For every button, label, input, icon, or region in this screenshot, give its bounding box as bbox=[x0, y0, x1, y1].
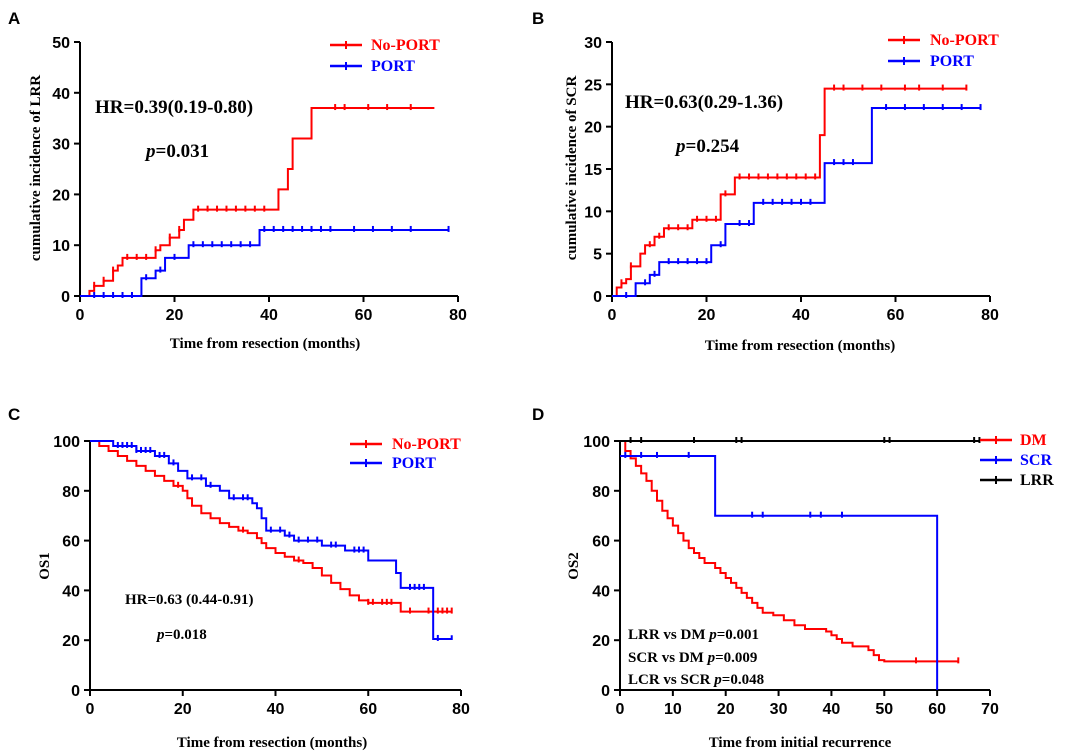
panel-b-pvalue: p=0.254 bbox=[674, 136, 740, 157]
y-tick-label: 60 bbox=[592, 534, 610, 551]
y-tick-label: 50 bbox=[52, 35, 70, 52]
y-tick-label: 80 bbox=[62, 484, 80, 501]
legend-label-port: PORT bbox=[930, 53, 974, 70]
panel-a-xlabel: Time from resection (months) bbox=[170, 336, 360, 352]
y-tick-label: 20 bbox=[592, 633, 610, 650]
panel-d: D 0 20 40 60 80 100 0 10 20 30 40 50 60 70 Time from … bbox=[532, 405, 1054, 751]
y-tick-label: 0 bbox=[71, 683, 80, 700]
series-no-port-curve bbox=[90, 440, 452, 613]
panel-a-hr: HR=0.39(0.19-0.80) bbox=[95, 97, 253, 118]
y-tick-label: 80 bbox=[592, 484, 610, 501]
x-tick-label: 0 bbox=[616, 701, 625, 718]
panel-c-legend: No-PORT PORT bbox=[350, 436, 461, 472]
y-tick-label: 20 bbox=[62, 633, 80, 650]
legend-label-scr: SCR bbox=[1020, 452, 1052, 469]
y-tick-label: 0 bbox=[601, 683, 610, 700]
y-tick-label: 15 bbox=[584, 162, 602, 179]
x-tick-label: 60 bbox=[355, 307, 373, 324]
legend-label-lrr: LRR bbox=[1020, 472, 1054, 489]
panel-a: A 0 10 20 30 40 50 0 20 40 60 80 Time from resecti… bbox=[8, 9, 467, 352]
series-port-curve bbox=[612, 107, 981, 297]
panel-d-pline-3: LCR vs SCR p=0.048 bbox=[628, 672, 764, 688]
panel-b-xlabel: Time from resection (months) bbox=[705, 338, 895, 354]
series-dm-curve bbox=[620, 440, 959, 663]
x-tick-label: 60 bbox=[359, 701, 377, 718]
y-tick-label: 40 bbox=[62, 583, 80, 600]
x-tick-label: 80 bbox=[449, 307, 467, 324]
series-port-curve bbox=[90, 440, 453, 640]
panel-a-ylabel: cumulative incidence of LRR bbox=[28, 75, 44, 261]
x-tick-label: 80 bbox=[452, 701, 470, 718]
x-tick-label: 20 bbox=[166, 307, 184, 324]
series-no-port-curve bbox=[80, 107, 435, 297]
x-tick-label: 20 bbox=[717, 701, 735, 718]
x-tick-label: 30 bbox=[770, 701, 788, 718]
panel-a-pvalue: p=0.031 bbox=[144, 141, 209, 162]
x-tick-label: 40 bbox=[260, 307, 278, 324]
y-tick-label: 10 bbox=[52, 238, 70, 255]
x-tick-label: 70 bbox=[981, 701, 999, 718]
panel-a-legend: No-PORT PORT bbox=[330, 37, 440, 75]
panel-b-legend: No-PORT PORT bbox=[888, 32, 999, 70]
y-tick-label: 25 bbox=[584, 77, 602, 94]
panel-d-ylabel: OS2 bbox=[566, 552, 582, 580]
x-tick-label: 60 bbox=[887, 307, 905, 324]
panel-d-legend: DM SCR LRR bbox=[980, 432, 1054, 489]
panel-b-hr: HR=0.63(0.29-1.36) bbox=[625, 92, 783, 113]
panel-b-letter: B bbox=[532, 9, 544, 28]
y-tick-label: 10 bbox=[584, 204, 602, 221]
series-scr-curve bbox=[620, 454, 939, 690]
panel-c-xlabel: Time from resection (months) bbox=[177, 735, 367, 751]
panel-b-plot: 0 5 10 15 20 25 30 0 20 40 60 80 bbox=[584, 35, 999, 324]
x-tick-label: 40 bbox=[267, 701, 285, 718]
x-tick-label: 80 bbox=[981, 307, 999, 324]
x-tick-label: 10 bbox=[664, 701, 682, 718]
legend-label-port: PORT bbox=[392, 455, 436, 472]
x-tick-label: 0 bbox=[86, 701, 95, 718]
x-tick-label: 0 bbox=[608, 307, 617, 324]
panel-a-letter: A bbox=[8, 9, 20, 28]
panel-a-plot: 0 10 20 30 40 50 0 20 40 60 80 bbox=[52, 35, 467, 324]
y-tick-label: 0 bbox=[593, 289, 602, 306]
panel-c-hr: HR=0.63 (0.44-0.91) bbox=[125, 592, 254, 608]
y-tick-label: 30 bbox=[52, 137, 70, 154]
y-tick-label: 60 bbox=[62, 534, 80, 551]
panel-c: C 0 20 40 60 80 100 0 20 40 60 80 Time from resect… bbox=[8, 405, 470, 751]
y-tick-label: 5 bbox=[593, 247, 602, 264]
y-tick-label: 40 bbox=[52, 86, 70, 103]
x-tick-label: 20 bbox=[174, 701, 192, 718]
legend-label-no-port: No-PORT bbox=[392, 436, 461, 453]
series-no-port-curve bbox=[612, 87, 967, 297]
y-tick-label: 100 bbox=[583, 434, 610, 451]
x-tick-label: 40 bbox=[823, 701, 841, 718]
series-port-curve bbox=[80, 228, 449, 297]
panel-d-plot: 0 20 40 60 80 100 0 10 20 30 40 50 60 70 bbox=[583, 434, 999, 718]
panel-d-xlabel: Time from initial recurrence bbox=[709, 735, 892, 751]
y-tick-label: 0 bbox=[61, 289, 70, 306]
panel-b: B 0 5 10 15 20 25 30 0 20 40 60 80 Time from resect… bbox=[532, 9, 999, 354]
panel-d-pline-1: LRR vs DM p=0.001 bbox=[628, 627, 759, 643]
panel-c-ylabel: OS1 bbox=[37, 552, 53, 580]
x-tick-label: 20 bbox=[698, 307, 716, 324]
x-tick-label: 50 bbox=[875, 701, 893, 718]
x-tick-label: 60 bbox=[928, 701, 946, 718]
y-tick-label: 40 bbox=[592, 583, 610, 600]
panel-b-ylabel: cumulative incidence of SCR bbox=[564, 76, 580, 261]
x-tick-label: 40 bbox=[792, 307, 810, 324]
panel-d-pline-2: SCR vs DM p=0.009 bbox=[628, 650, 757, 666]
legend-label-no-port: No-PORT bbox=[371, 37, 440, 54]
panel-c-pvalue: p=0.018 bbox=[155, 627, 207, 643]
y-tick-label: 20 bbox=[52, 187, 70, 204]
legend-label-no-port: No-PORT bbox=[930, 32, 999, 49]
legend-label-port: PORT bbox=[371, 58, 415, 75]
panel-c-letter: C bbox=[8, 405, 20, 424]
legend-label-dm: DM bbox=[1020, 432, 1047, 449]
y-tick-label: 30 bbox=[584, 35, 602, 52]
y-tick-label: 20 bbox=[584, 120, 602, 137]
x-tick-label: 0 bbox=[76, 307, 85, 324]
panel-c-plot: 0 20 40 60 80 100 0 20 40 60 80 bbox=[53, 434, 470, 718]
y-tick-label: 100 bbox=[53, 434, 80, 451]
panel-d-letter: D bbox=[532, 405, 544, 424]
